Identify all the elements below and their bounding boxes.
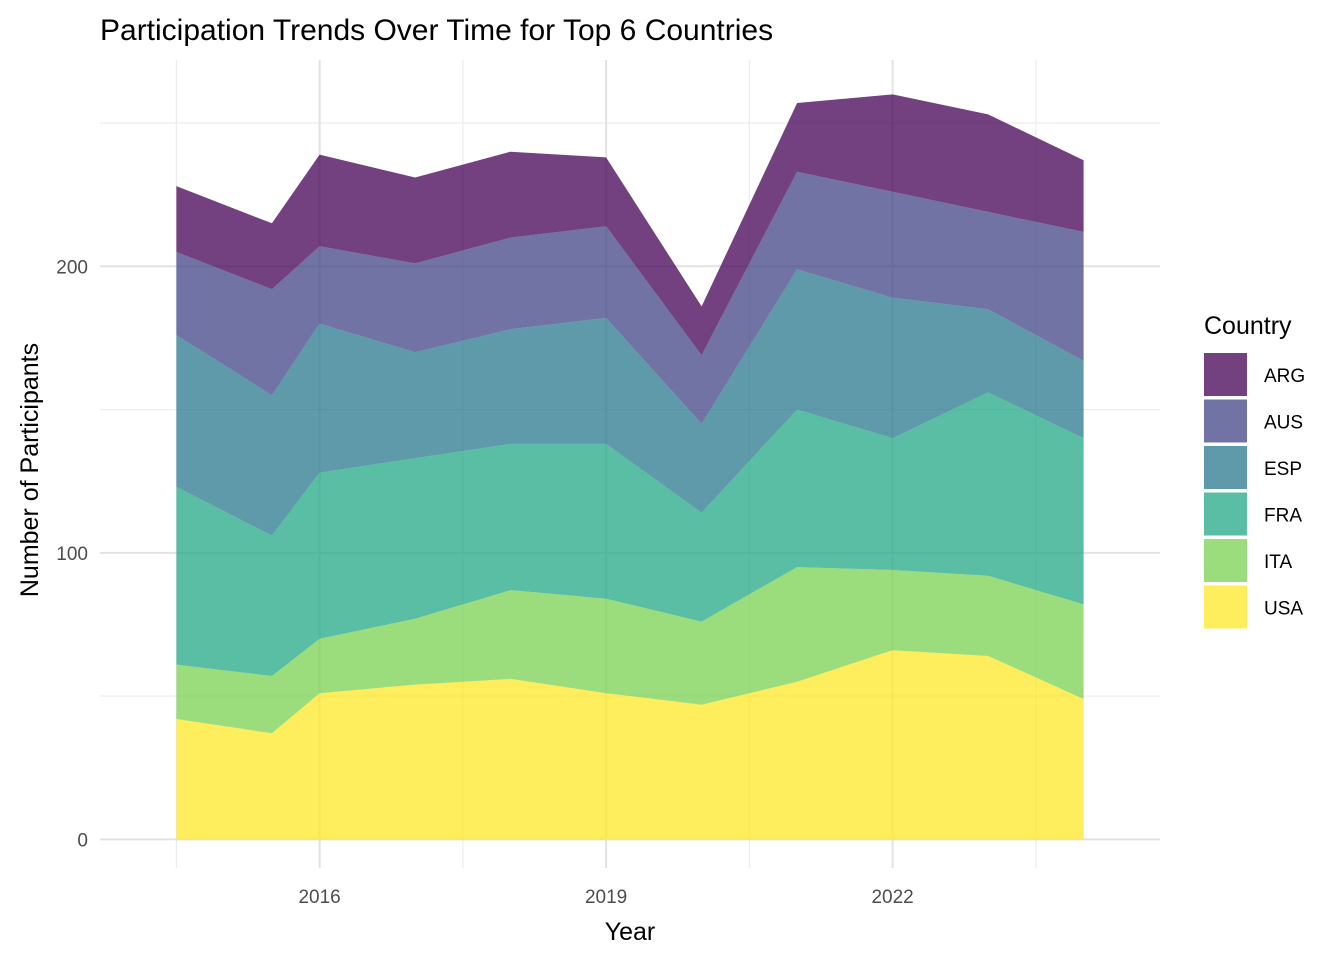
area-usa [176,650,1084,840]
legend-label-arg: ARG [1264,366,1305,387]
legend-key-aus [1204,399,1247,443]
x-axis-tick-labels: 2016 2019 2022 [298,887,913,908]
legend-key-fra [1204,492,1247,536]
x-tick-label: 2016 [298,887,340,908]
y-tick-label: 100 [56,544,88,565]
legend-title: Country [1204,312,1292,340]
y-axis-tick-labels: 0 100 200 [56,257,88,851]
legend-key-usa [1204,585,1247,629]
legend-label-usa: USA [1264,599,1303,620]
area-esp [176,269,1084,536]
legend-label-fra: FRA [1264,506,1302,527]
y-tick-label: 200 [56,257,88,278]
area-layers [176,94,1084,840]
x-axis-title: Year [605,918,656,946]
y-tick-label: 0 [77,830,88,851]
legend-label-ita: ITA [1264,552,1292,573]
legend: Country ARG AUS ESP FRA ITA USA [1204,312,1305,629]
chart-title: Participation Trends Over Time for Top 6… [100,14,773,47]
area-arg [176,94,1084,356]
area-fra [176,392,1084,676]
legend-key-ita [1204,539,1247,582]
legend-key-esp [1204,446,1247,489]
legend-label-esp: ESP [1264,459,1302,480]
x-tick-label: 2022 [871,887,913,908]
legend-items: ARG AUS ESP FRA ITA USA [1204,353,1305,629]
area-aus [176,171,1084,424]
y-axis-title: Number of Participants [16,343,44,597]
legend-key-arg [1204,353,1247,396]
area-ita [176,567,1084,734]
legend-label-aus: AUS [1264,413,1303,434]
x-tick-label: 2019 [585,887,627,908]
